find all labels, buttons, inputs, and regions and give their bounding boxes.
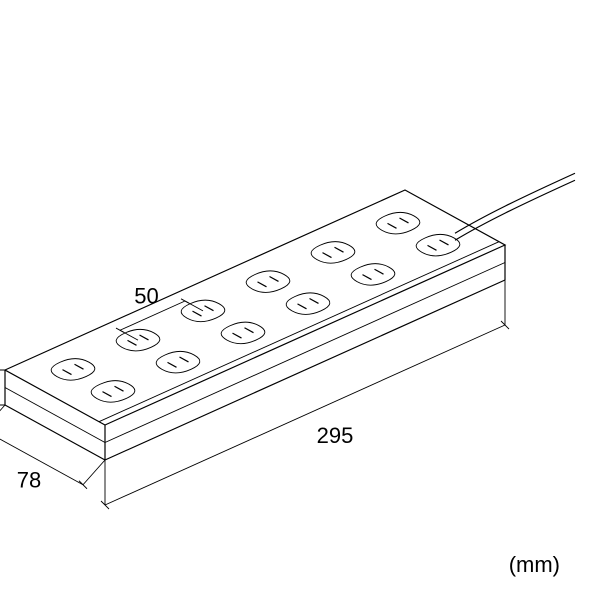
- outlet: [311, 242, 355, 264]
- outlet: [221, 322, 265, 344]
- outlet: [156, 351, 200, 373]
- outlet: [376, 212, 420, 234]
- outlet: [286, 293, 330, 315]
- outlet: [246, 271, 290, 293]
- outlet: [416, 234, 460, 256]
- outlet: [91, 381, 135, 403]
- power-strip-dimension-diagram: 502957823(mm): [0, 0, 600, 600]
- outlet: [51, 359, 95, 381]
- dim-width: 78: [17, 467, 41, 492]
- dim-length: 295: [317, 423, 354, 448]
- dim-spacing: 50: [134, 284, 158, 309]
- power-cord: [455, 173, 575, 233]
- unit-label: (mm): [509, 552, 560, 577]
- outlet: [351, 264, 395, 286]
